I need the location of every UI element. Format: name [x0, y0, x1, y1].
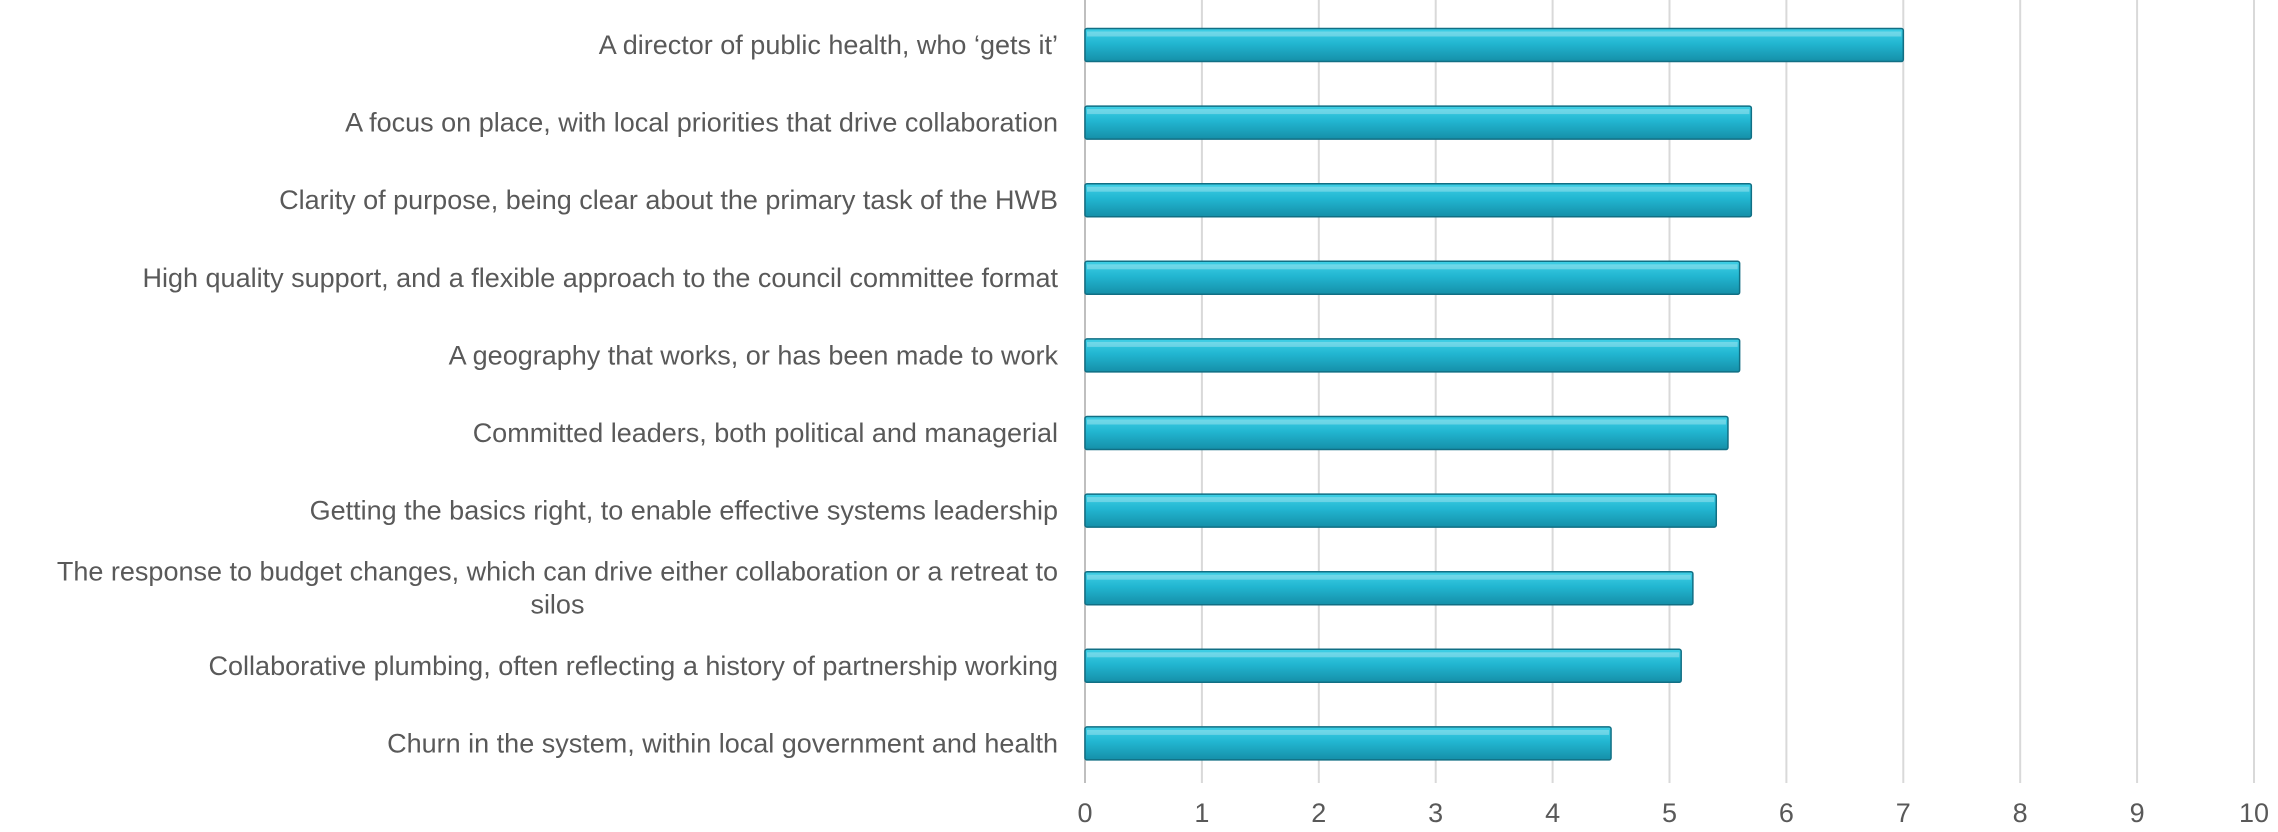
- bar-body: [1084, 27, 1905, 63]
- bar: [1084, 105, 1753, 140]
- category-label: Clarity of purpose, being clear about th…: [279, 185, 1058, 215]
- bar-body: [1084, 338, 1741, 373]
- bar-highlight: [1087, 497, 1715, 503]
- bar: [1084, 415, 1729, 451]
- bar: [1084, 182, 1753, 218]
- x-tick-label: 4: [1545, 798, 1560, 828]
- category-label: Getting the basics right, to enable effe…: [310, 496, 1058, 526]
- category-label: A focus on place, with local priorities …: [345, 108, 1058, 138]
- category-label: A geography that works, or has been made…: [449, 340, 1059, 370]
- category-label: A director of public health, who ‘gets i…: [599, 30, 1058, 60]
- x-tick-label: 2: [1311, 798, 1326, 828]
- bar-body: [1084, 648, 1682, 684]
- x-tick-label: 8: [2013, 798, 2028, 828]
- bar-highlight: [1087, 186, 1750, 192]
- x-tick-label: 7: [1896, 798, 1911, 828]
- x-tick-label: 0: [1077, 798, 1092, 828]
- bar: [1084, 648, 1682, 684]
- bar-body: [1084, 260, 1741, 296]
- bar-body: [1084, 493, 1718, 528]
- bar-highlight: [1087, 31, 1902, 37]
- bar-highlight: [1087, 264, 1738, 270]
- bar-highlight: [1087, 109, 1750, 115]
- bar-body: [1084, 570, 1694, 606]
- bar: [1084, 570, 1694, 606]
- bar-highlight: [1087, 729, 1610, 735]
- category-label-line: The response to budget changes, which ca…: [57, 557, 1058, 587]
- category-label-line: silos: [530, 590, 584, 620]
- bar-highlight: [1087, 652, 1680, 658]
- bar-highlight: [1087, 341, 1738, 347]
- category-label: Committed leaders, both political and ma…: [473, 418, 1058, 448]
- bar: [1084, 493, 1718, 528]
- bar: [1084, 338, 1741, 373]
- category-labels: A director of public health, who ‘gets i…: [57, 30, 1059, 758]
- bar: [1084, 726, 1612, 761]
- bar-highlight: [1087, 574, 1691, 580]
- x-tick-label: 1: [1194, 798, 1209, 828]
- bar: [1084, 260, 1741, 296]
- x-tick-label: 6: [1779, 798, 1794, 828]
- bar: [1084, 27, 1905, 63]
- bar-body: [1084, 415, 1729, 451]
- x-tick-label: 9: [2130, 798, 2145, 828]
- bars: [1084, 27, 1905, 761]
- category-label: High quality support, and a flexible app…: [143, 263, 1059, 293]
- category-label: The response to budget changes, which ca…: [57, 557, 1058, 620]
- category-label: Collaborative plumbing, often reflecting…: [209, 651, 1058, 681]
- bar-body: [1084, 105, 1753, 140]
- category-label: Churn in the system, within local govern…: [387, 728, 1058, 758]
- x-tick-label: 3: [1428, 798, 1443, 828]
- bar-body: [1084, 182, 1753, 218]
- x-axis-tick-labels: 0 1 2 3 4 5 6 7 8 9 10: [1077, 798, 2269, 828]
- bar-body: [1084, 726, 1612, 761]
- x-tick-label: 10: [2239, 798, 2269, 828]
- bar-highlight: [1087, 419, 1726, 425]
- x-tick-label: 5: [1662, 798, 1677, 828]
